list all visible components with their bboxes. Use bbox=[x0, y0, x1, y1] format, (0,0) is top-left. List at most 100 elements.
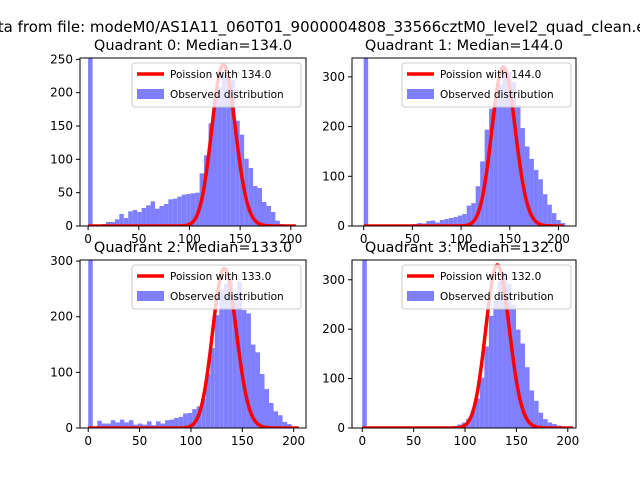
histogram-bar bbox=[88, 260, 93, 428]
histogram-bar bbox=[506, 284, 512, 428]
histogram-bar bbox=[511, 81, 517, 226]
poisson-fit-line bbox=[361, 263, 574, 428]
x-tick-label: 50 bbox=[406, 434, 421, 448]
x-tick-label: 50 bbox=[405, 232, 420, 246]
histogram-bar bbox=[273, 411, 279, 428]
plot-area bbox=[362, 58, 570, 226]
histogram-bar bbox=[534, 400, 539, 428]
histogram-bar bbox=[257, 188, 263, 226]
histogram-bar bbox=[507, 71, 512, 226]
histogram-bar bbox=[146, 205, 151, 226]
histogram-bar bbox=[192, 409, 197, 428]
histogram-bar bbox=[217, 87, 222, 226]
legend-box bbox=[131, 264, 302, 310]
axes-frame bbox=[79, 259, 307, 429]
histogram-bar bbox=[287, 424, 292, 428]
x-tick-label: 200 bbox=[279, 232, 302, 246]
x-tick-label: 0 bbox=[84, 434, 92, 448]
x-tick-label: 100 bbox=[178, 232, 201, 246]
histogram-bar bbox=[115, 422, 120, 428]
histogram-bar bbox=[488, 315, 494, 428]
histogram-bar bbox=[489, 108, 494, 226]
histogram-bar bbox=[475, 398, 480, 428]
histogram-bar bbox=[542, 194, 548, 226]
x-tick-label: 150 bbox=[498, 232, 521, 246]
histogram-bar bbox=[169, 419, 175, 428]
axes-frame bbox=[79, 57, 307, 227]
histogram-bar bbox=[266, 206, 271, 226]
histogram-bar bbox=[150, 201, 155, 226]
histogram-bar bbox=[430, 220, 436, 226]
histogram-bar bbox=[210, 347, 215, 428]
histogram-bar bbox=[101, 423, 107, 428]
legend-box bbox=[131, 62, 302, 108]
histogram-bar bbox=[538, 412, 544, 428]
histogram-bar bbox=[160, 423, 166, 428]
legend-hist-label: Observed distribution bbox=[440, 89, 554, 101]
y-tick-label: 300 bbox=[50, 254, 73, 268]
x-tick-label: 200 bbox=[556, 434, 579, 448]
histogram-bar bbox=[214, 315, 220, 428]
histogram-bar bbox=[172, 198, 178, 226]
histogram-bar bbox=[529, 158, 534, 226]
histogram-bar bbox=[177, 196, 182, 226]
histogram-bar bbox=[543, 419, 548, 428]
x-tick-label: 150 bbox=[229, 232, 252, 246]
histogram-bar bbox=[547, 422, 553, 428]
histogram-bar bbox=[154, 208, 160, 226]
histogram-bar bbox=[547, 204, 552, 226]
histogram-bar bbox=[269, 402, 274, 428]
histogram-bar bbox=[137, 212, 142, 226]
histogram-bar bbox=[132, 210, 138, 226]
plot-area bbox=[87, 58, 297, 226]
histogram-bar bbox=[186, 194, 191, 226]
histogram-bar bbox=[253, 186, 258, 226]
histogram-bar bbox=[529, 390, 535, 428]
y-tick-label: 100 bbox=[50, 365, 73, 379]
figure-title: Data from file: modeM0/AS1A11_060T01_900… bbox=[0, 18, 640, 36]
histogram-bar bbox=[226, 76, 231, 226]
histogram-bar bbox=[241, 310, 247, 428]
histogram-bar bbox=[524, 146, 530, 226]
histogram-bar bbox=[219, 289, 224, 428]
histogram-bar bbox=[119, 214, 124, 226]
histogram-bar bbox=[105, 222, 111, 226]
histogram-bar bbox=[466, 205, 472, 226]
x-tick-label: 100 bbox=[454, 434, 477, 448]
histogram-bar bbox=[270, 212, 276, 226]
histogram-bar bbox=[363, 58, 369, 226]
histogram-bar bbox=[479, 377, 485, 428]
y-tick-label: 100 bbox=[322, 372, 345, 386]
histogram-bar bbox=[168, 199, 173, 226]
legend-hist-label: Observed distribution bbox=[170, 89, 284, 101]
x-tick-label: 50 bbox=[132, 434, 147, 448]
legend-hist-label: Observed distribution bbox=[440, 291, 554, 303]
histogram-bar bbox=[88, 58, 93, 226]
histogram-bar bbox=[362, 260, 367, 428]
x-tick-label: 150 bbox=[231, 434, 254, 448]
histogram-bar bbox=[163, 204, 169, 226]
histogram-bar bbox=[156, 421, 161, 428]
histogram-bar bbox=[278, 415, 283, 428]
x-tick-label: 0 bbox=[84, 232, 92, 246]
histogram-bar bbox=[190, 193, 196, 226]
histogram-bar bbox=[230, 80, 236, 226]
histogram-bar bbox=[228, 276, 233, 428]
y-tick-label: 50 bbox=[58, 186, 73, 200]
histogram-bar bbox=[146, 421, 152, 428]
quadrant-panel-1: 0 50 100 150 200 0 100 200 300 Quadrant 1: Median… bbox=[322, 38, 577, 246]
histogram-bar bbox=[212, 96, 218, 226]
histogram-bar bbox=[204, 155, 209, 226]
y-tick-label: 300 bbox=[322, 273, 345, 287]
legend-fit-label: Poission with 132.0 bbox=[440, 271, 541, 283]
histogram-bar bbox=[448, 218, 454, 226]
histogram-bar bbox=[439, 220, 445, 226]
x-tick-label: 200 bbox=[282, 434, 305, 448]
quadrant-panel-2: 0 50 100 150 200 0 100 200 300 Quadrant 2: Median… bbox=[50, 240, 307, 448]
histogram-bar bbox=[165, 420, 170, 428]
histogram-bar bbox=[174, 417, 179, 428]
histogram-bar bbox=[223, 283, 229, 428]
histogram-bar bbox=[457, 215, 463, 226]
plot-area bbox=[87, 260, 300, 428]
